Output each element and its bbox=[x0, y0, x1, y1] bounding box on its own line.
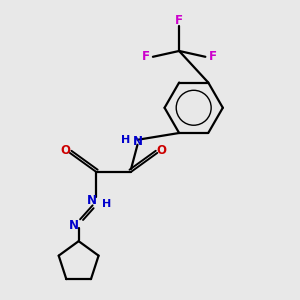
Text: H: H bbox=[102, 199, 111, 209]
Text: F: F bbox=[175, 14, 183, 28]
Text: F: F bbox=[208, 50, 217, 63]
Text: O: O bbox=[61, 144, 70, 157]
Text: N: N bbox=[87, 194, 97, 208]
Text: H: H bbox=[121, 135, 130, 145]
Text: N: N bbox=[133, 135, 142, 148]
Text: O: O bbox=[157, 144, 167, 157]
Text: N: N bbox=[68, 219, 78, 232]
Text: F: F bbox=[142, 50, 150, 63]
